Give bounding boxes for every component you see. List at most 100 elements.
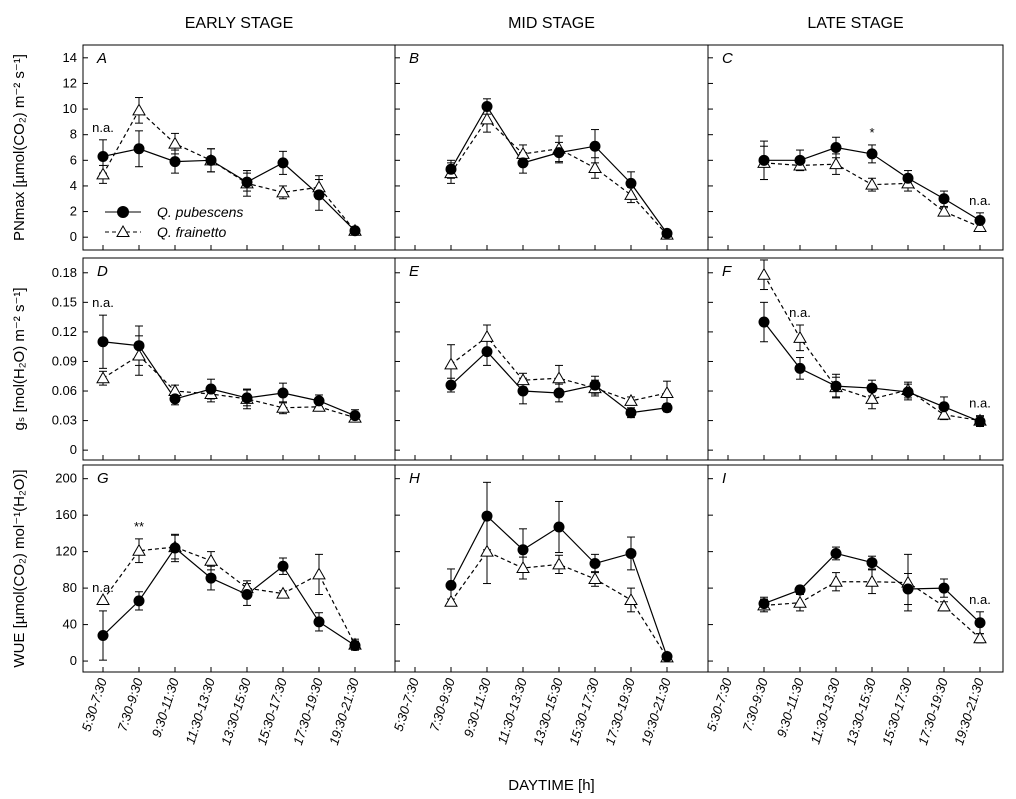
annotation: n.a. [92, 580, 114, 595]
y-tick-label: 0 [70, 653, 77, 668]
x-tick-label: 17:30-19:30 [602, 676, 638, 747]
data-point [902, 172, 914, 184]
data-point [349, 225, 361, 237]
data-point [96, 167, 110, 180]
annotation: n.a. [92, 120, 114, 135]
data-point [313, 395, 325, 407]
x-tick-label: 9:30-11:30 [461, 676, 494, 740]
y-tick-label: 0.15 [52, 294, 77, 309]
data-point [132, 348, 146, 361]
data-point [97, 150, 109, 162]
data-point [588, 160, 602, 173]
panel-frame [707, 44, 1004, 251]
x-axis-label: DAYTIME [h] [508, 777, 594, 794]
data-point [132, 543, 146, 556]
data-point [133, 340, 145, 352]
legend-label: Q. frainetto [157, 224, 226, 240]
y-tick-label: 10 [63, 101, 77, 116]
data-point [97, 336, 109, 348]
data-point [277, 560, 289, 572]
y-tick-label: 6 [70, 152, 77, 167]
panel-letter: H [409, 470, 420, 487]
annotation: ** [134, 519, 144, 534]
x-tick-label: 19:30-21:30 [638, 676, 674, 747]
y-tick-label: 0 [70, 442, 77, 457]
panel-letter: D [97, 263, 108, 280]
data-point [938, 401, 950, 413]
data-point [169, 393, 181, 405]
y-tick-label: 4 [70, 178, 77, 193]
y-tick-label: 14 [63, 50, 77, 65]
data-point [277, 387, 289, 399]
data-point [758, 154, 770, 166]
y-tick-label: 200 [55, 471, 77, 486]
data-point [794, 362, 806, 374]
y-tick-label: 120 [55, 544, 77, 559]
panel-letter: B [409, 50, 419, 67]
series-line [102, 109, 356, 232]
x-tick-label: 19:30-21:30 [326, 676, 362, 747]
data-point [829, 157, 843, 170]
data-point [974, 215, 986, 227]
data-point [516, 561, 530, 574]
y-tick-label: 0.09 [52, 353, 77, 368]
series-line [102, 547, 356, 647]
data-point [829, 574, 843, 587]
y-axis-label: gₛ [mol(H₂O) m⁻² s⁻¹] [11, 287, 28, 430]
y-tick-label: 160 [55, 507, 77, 522]
x-tick-label: 5:30-7:30 [704, 676, 735, 734]
data-point [866, 148, 878, 160]
x-tick-label: 9:30-11:30 [774, 676, 807, 740]
data-point [204, 553, 218, 566]
data-point [133, 143, 145, 155]
y-tick-label: 2 [70, 204, 77, 219]
data-point [937, 599, 951, 612]
data-point [660, 385, 674, 398]
y-tick-label: 40 [63, 617, 77, 632]
data-point [937, 204, 951, 217]
y-axis-label: PNmax [µmol(CO₂) m⁻² s⁻¹] [11, 54, 28, 241]
data-point [866, 557, 878, 569]
annotation: n.a. [92, 295, 114, 310]
x-tick-label: 11:30-13:30 [182, 676, 218, 746]
data-point [97, 630, 109, 642]
data-point [517, 544, 529, 556]
x-tick-label: 9:30-11:30 [149, 676, 182, 740]
x-tick-label: 7:30-9:30 [427, 676, 458, 734]
data-point [758, 316, 770, 328]
data-point [865, 177, 879, 190]
data-point [552, 371, 566, 384]
data-point [974, 617, 986, 629]
panel-frame [707, 257, 1004, 461]
data-point [973, 631, 987, 644]
data-point [481, 346, 493, 358]
data-point [313, 189, 325, 201]
data-point [661, 402, 673, 414]
y-tick-label: 8 [70, 127, 77, 142]
data-point [793, 330, 807, 343]
data-point [589, 557, 601, 569]
x-tick-label: 15:30-17:30 [566, 676, 602, 747]
data-point [830, 142, 842, 153]
data-point [517, 385, 529, 397]
data-point [938, 582, 950, 594]
data-point [312, 567, 326, 580]
data-point [205, 572, 217, 584]
legend-marker [117, 206, 129, 218]
y-tick-label: 0.12 [52, 324, 77, 339]
y-tick-label: 0.18 [52, 265, 77, 280]
data-point [481, 510, 493, 522]
data-point [973, 219, 987, 232]
annotation: n.a. [969, 396, 991, 411]
data-point [480, 329, 494, 342]
x-tick-label: 5:30-7:30 [391, 676, 422, 734]
x-tick-label: 7:30-9:30 [740, 676, 771, 734]
data-point [830, 380, 842, 392]
data-point [445, 379, 457, 391]
data-point [866, 382, 878, 394]
y-tick-label: 0 [70, 229, 77, 244]
data-point [349, 410, 361, 422]
x-tick-label: 11:30-13:30 [807, 676, 843, 746]
annotation: * [869, 125, 874, 140]
